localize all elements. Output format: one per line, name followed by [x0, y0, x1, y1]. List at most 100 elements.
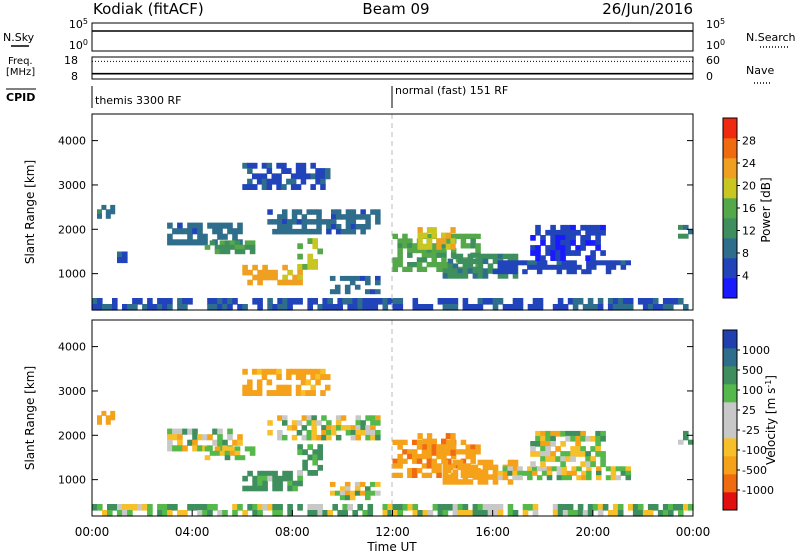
noise-left-tick-top: 105	[69, 17, 88, 31]
power-cell	[555, 235, 561, 241]
velocity-cell	[272, 480, 278, 487]
power-cell	[335, 228, 342, 235]
velocity-cell	[597, 504, 604, 511]
power-cell	[335, 214, 342, 220]
velocity-cell	[286, 374, 292, 380]
velocity-cell	[596, 466, 602, 472]
power-cell	[237, 304, 243, 311]
velocity-cell	[625, 475, 631, 481]
velocity-cell	[311, 415, 317, 421]
velocity-cell	[321, 415, 327, 421]
velocity-cell	[678, 504, 684, 511]
power-cell	[565, 229, 571, 236]
power-cell	[447, 304, 454, 311]
power-cell	[571, 269, 577, 275]
power-cell	[311, 228, 317, 235]
power-cell	[312, 298, 318, 305]
velocity-cell	[317, 464, 323, 471]
power-cell	[530, 235, 536, 241]
power-cell	[187, 233, 193, 240]
power-cell	[295, 162, 302, 169]
velocity-cell	[262, 475, 268, 482]
frequency-right-tick-bottom: 0	[706, 70, 713, 83]
velocity-cell	[412, 439, 418, 445]
power-cell	[372, 304, 379, 311]
velocity-cell	[162, 510, 168, 517]
velocity-cell	[462, 504, 469, 511]
velocity-cell	[239, 455, 246, 461]
power-cell	[477, 258, 484, 265]
power-cell	[247, 279, 253, 286]
power-cell	[407, 238, 413, 244]
power-cell	[550, 250, 556, 256]
power-cell	[397, 298, 404, 305]
velocity-cell	[620, 470, 627, 476]
power-cell	[477, 304, 484, 311]
velocity-cell	[566, 475, 572, 481]
power-cell	[316, 228, 322, 235]
velocity-cell	[242, 368, 248, 375]
velocity-cell	[556, 466, 563, 472]
power-cell	[222, 304, 228, 311]
velocity-cell	[590, 435, 596, 442]
velocity-cell	[355, 434, 361, 441]
velocity-cell	[492, 504, 499, 511]
velocity-cell	[683, 435, 689, 441]
power-feature-group	[92, 162, 694, 311]
velocity-cell	[605, 466, 612, 472]
power-cell	[287, 304, 293, 311]
power-colorbar-swatch	[723, 238, 737, 259]
date-title: 26/Jun/2016	[602, 0, 693, 18]
power-cell	[307, 298, 313, 305]
power-cell	[412, 304, 419, 311]
velocity-cell	[202, 504, 208, 511]
power-cell	[586, 269, 592, 275]
power-cell	[426, 262, 433, 268]
velocity-cell	[387, 504, 394, 511]
velocity-cell	[540, 430, 546, 437]
power-cell	[441, 238, 447, 245]
power-cell	[550, 224, 556, 231]
power-cell	[252, 162, 258, 169]
power-cell	[277, 224, 283, 230]
power-cell	[272, 269, 278, 276]
power-cell	[272, 274, 278, 281]
power-cell	[282, 274, 288, 281]
velocity-colorbar-swatch	[723, 438, 737, 457]
power-colorbar-swatch	[723, 138, 737, 159]
power-cell	[477, 263, 484, 269]
velocity-cell	[586, 470, 592, 476]
velocity-cell	[688, 439, 694, 445]
power-cell	[600, 250, 606, 256]
power-cell	[252, 173, 258, 180]
power-cell	[344, 289, 351, 295]
velocity-cell	[350, 434, 357, 441]
power-cell	[562, 304, 569, 311]
power-cell	[460, 243, 467, 249]
velocity-cell	[492, 474, 499, 480]
velocity-cell	[445, 433, 451, 440]
velocity-cell	[612, 510, 619, 517]
velocity-cell	[172, 428, 178, 435]
velocity-cell	[217, 439, 223, 446]
power-cell	[272, 228, 278, 235]
velocity-colorbar-swatch	[723, 456, 737, 475]
velocity-cell	[557, 510, 564, 517]
power-cell	[282, 298, 288, 305]
power-cell	[207, 222, 213, 229]
velocity-cell	[272, 504, 278, 511]
velocity-cell	[426, 438, 433, 445]
power-cell	[177, 304, 183, 311]
power-cell	[610, 264, 617, 270]
power-cell	[306, 209, 312, 215]
velocity-cell	[546, 470, 553, 476]
power-cell	[590, 240, 596, 246]
velocity-cell	[465, 472, 471, 478]
power-cell	[536, 264, 543, 270]
power-colorbar-swatch	[723, 278, 737, 299]
velocity-cell	[472, 504, 479, 511]
power-cell	[402, 266, 408, 272]
velocity-cell	[465, 453, 471, 460]
power-cell	[605, 260, 612, 266]
velocity-cell	[615, 466, 622, 472]
